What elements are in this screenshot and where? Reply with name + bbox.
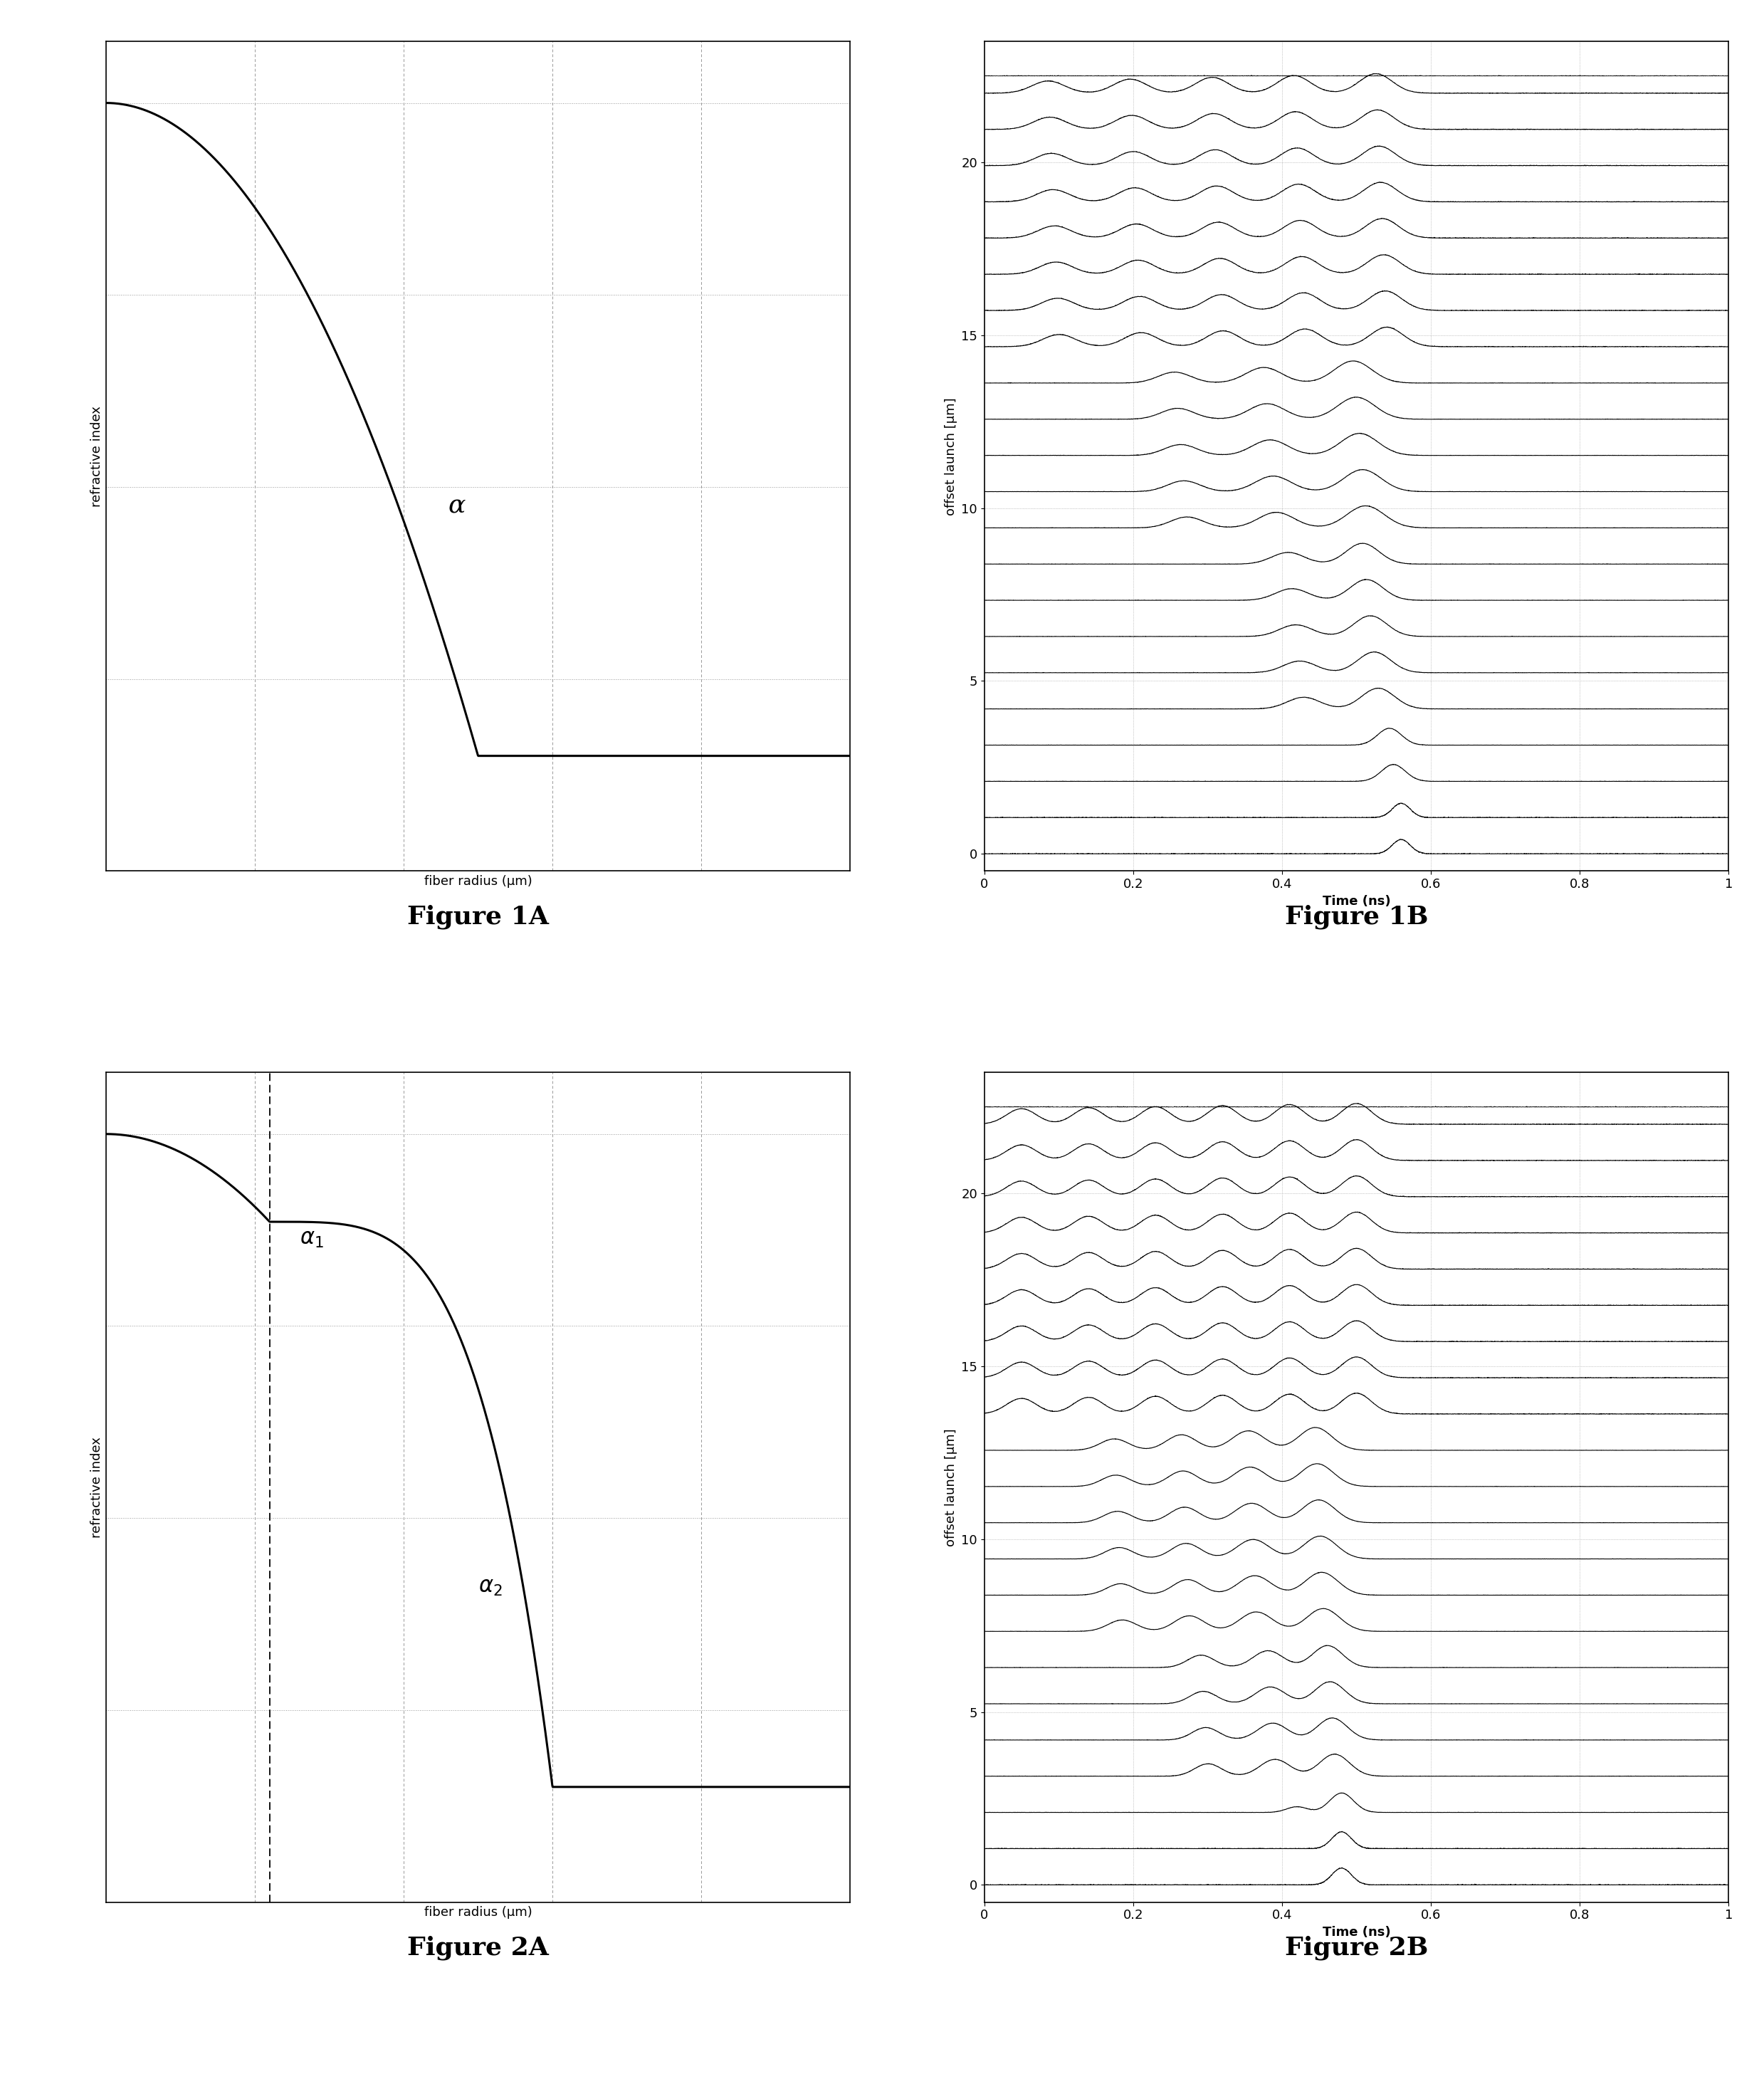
Text: α: α — [448, 494, 466, 518]
X-axis label: fiber radius (μm): fiber radius (μm) — [423, 1906, 533, 1918]
Text: Figure 2A: Figure 2A — [407, 1935, 549, 1960]
Text: Figure 2B: Figure 2B — [1284, 1935, 1429, 1960]
Y-axis label: offset launch [μm]: offset launch [μm] — [944, 398, 958, 514]
Y-axis label: refractive index: refractive index — [90, 1437, 102, 1537]
Y-axis label: offset launch [μm]: offset launch [μm] — [944, 1429, 958, 1547]
Y-axis label: refractive index: refractive index — [90, 407, 102, 506]
X-axis label: fiber radius (μm): fiber radius (μm) — [423, 875, 533, 888]
X-axis label: Time (ns): Time (ns) — [1323, 894, 1390, 908]
Text: $\alpha_1$: $\alpha_1$ — [300, 1228, 323, 1249]
X-axis label: Time (ns): Time (ns) — [1323, 1927, 1390, 1939]
Text: $\alpha_2$: $\alpha_2$ — [478, 1576, 503, 1597]
Text: Figure 1B: Figure 1B — [1284, 904, 1429, 929]
Text: Figure 1A: Figure 1A — [407, 904, 549, 929]
